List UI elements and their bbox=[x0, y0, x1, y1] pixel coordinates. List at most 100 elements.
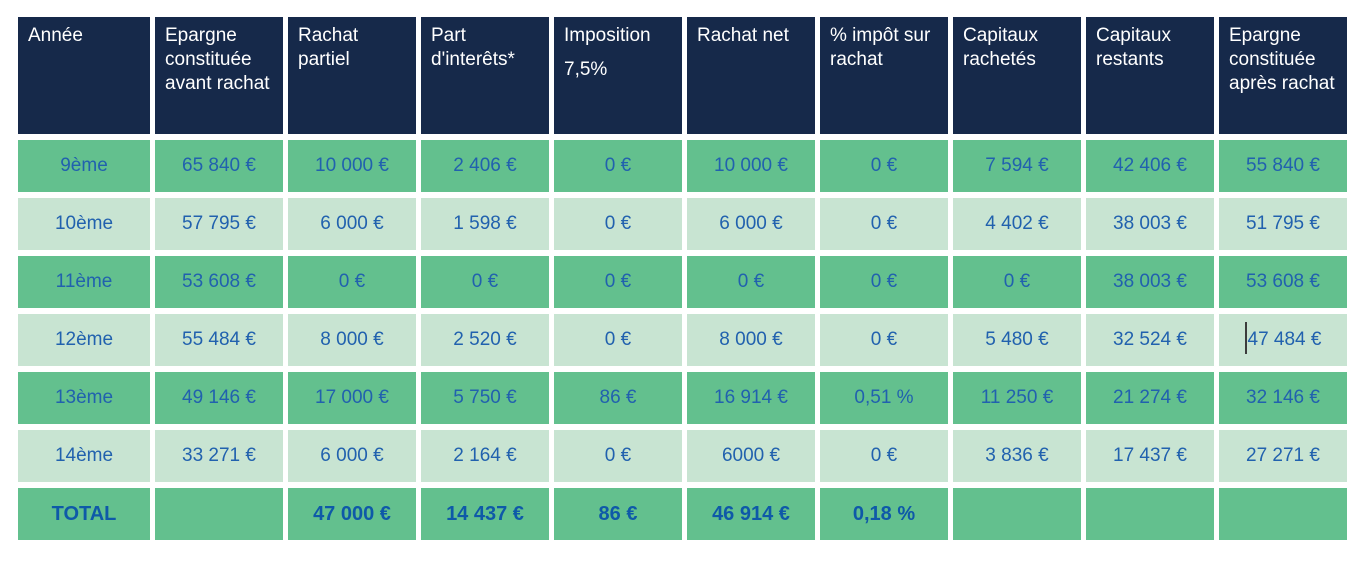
column-header-label: Année bbox=[28, 25, 83, 46]
table-body: 9ème 65 840 €10 000 €2 406 €0 €10 000 €0 … bbox=[18, 140, 1347, 482]
column-header-9: Epargne constituée après rachat bbox=[1219, 17, 1347, 134]
year-cell: 10ème bbox=[18, 198, 150, 250]
year-cell: 12ème bbox=[18, 314, 150, 366]
column-header-label: % impôt sur rachat bbox=[830, 25, 931, 71]
year-cell: 13ème bbox=[18, 372, 150, 424]
table-row-14ème: 14ème 33 271 €6 000 €2 164 €0 €6000 €0 €3… bbox=[18, 430, 1347, 482]
value-cell: 86 € bbox=[554, 372, 682, 424]
value-cell: 5 750 € bbox=[421, 372, 549, 424]
value-cell: 11 250 € bbox=[953, 372, 1081, 424]
value-cell: 8 000 € bbox=[687, 314, 815, 366]
rachat-simulation-table: Année Epargne constituée avant rachat Rach… bbox=[13, 11, 1352, 546]
column-header-label: Capitaux rachetés bbox=[963, 25, 1038, 71]
value-cell: 0 € bbox=[820, 198, 948, 250]
value-cell: 0 € bbox=[554, 256, 682, 308]
value-cell: 8 000 € bbox=[288, 314, 416, 366]
value-cell: 0 € bbox=[820, 314, 948, 366]
value-cell: 0 € bbox=[554, 198, 682, 250]
year-cell: 14ème bbox=[18, 430, 150, 482]
column-header-sublabel: 7,5% bbox=[564, 59, 608, 81]
column-header-label: Epargne constituée avant rachat bbox=[165, 25, 270, 95]
table-row-13ème: 13ème 49 146 €17 000 €5 750 €86 €16 914 €… bbox=[18, 372, 1347, 424]
value-cell: 0 € bbox=[421, 256, 549, 308]
value-cell: 1 598 € bbox=[421, 198, 549, 250]
column-header-label: Part d'interêts* bbox=[431, 25, 515, 71]
value-cell: 3 836 € bbox=[953, 430, 1081, 482]
column-header-0: Année bbox=[18, 17, 150, 134]
table-row-9ème: 9ème 65 840 €10 000 €2 406 €0 €10 000 €0 … bbox=[18, 140, 1347, 192]
value-cell: 27 271 € bbox=[1219, 430, 1347, 482]
value-cell: 55 484 € bbox=[155, 314, 283, 366]
total-row: TOTAL 47 000 €14 437 €86 €46 914 €0,18 % bbox=[18, 488, 1347, 540]
value-cell: 0 € bbox=[554, 430, 682, 482]
table-row-12ème: 12ème 55 484 €8 000 €2 520 €0 €8 000 €0 €… bbox=[18, 314, 1347, 366]
total-value-cell bbox=[1219, 488, 1347, 540]
table-footer: TOTAL 47 000 €14 437 €86 €46 914 €0,18 % bbox=[18, 488, 1347, 540]
column-header-3: Part d'interêts* bbox=[421, 17, 549, 134]
column-header-2: Rachat partiel bbox=[288, 17, 416, 134]
year-cell: 9ème bbox=[18, 140, 150, 192]
table-header: Année Epargne constituée avant rachat Rach… bbox=[18, 17, 1347, 134]
value-cell: 2 164 € bbox=[421, 430, 549, 482]
total-value-cell bbox=[953, 488, 1081, 540]
value-cell: 17 437 € bbox=[1086, 430, 1214, 482]
value-cell: 55 840 € bbox=[1219, 140, 1347, 192]
column-header-5: Rachat net bbox=[687, 17, 815, 134]
value-cell: 6 000 € bbox=[687, 198, 815, 250]
value-cell: 0 € bbox=[820, 256, 948, 308]
text-cursor-caret bbox=[1244, 322, 1247, 354]
column-header-4: Imposition 7,5% bbox=[554, 17, 682, 134]
value-cell: 2 406 € bbox=[421, 140, 549, 192]
value-cell: 57 795 € bbox=[155, 198, 283, 250]
value-cell: 47 484 € bbox=[1219, 314, 1347, 366]
total-value-cell: 47 000 € bbox=[288, 488, 416, 540]
column-header-label: Capitaux restants bbox=[1096, 25, 1171, 71]
value-cell: 0 € bbox=[687, 256, 815, 308]
value-cell: 21 274 € bbox=[1086, 372, 1214, 424]
value-cell: 16 914 € bbox=[687, 372, 815, 424]
total-value-cell: 14 437 € bbox=[421, 488, 549, 540]
value-cell: 33 271 € bbox=[155, 430, 283, 482]
value-cell: 32 146 € bbox=[1219, 372, 1347, 424]
value-cell: 42 406 € bbox=[1086, 140, 1214, 192]
total-value-cell: 86 € bbox=[554, 488, 682, 540]
value-cell: 2 520 € bbox=[421, 314, 549, 366]
header-row: Année Epargne constituée avant rachat Rach… bbox=[18, 17, 1347, 134]
total-value-cell bbox=[155, 488, 283, 540]
value-cell: 4 402 € bbox=[953, 198, 1081, 250]
year-cell: 11ème bbox=[18, 256, 150, 308]
value-text: 47 484 € bbox=[1247, 329, 1322, 351]
value-cell: 53 608 € bbox=[155, 256, 283, 308]
value-cell: 0 € bbox=[288, 256, 416, 308]
column-header-1: Epargne constituée avant rachat bbox=[155, 17, 283, 134]
value-cell: 6 000 € bbox=[288, 430, 416, 482]
column-header-7: Capitaux rachetés bbox=[953, 17, 1081, 134]
total-label-cell: TOTAL bbox=[18, 488, 150, 540]
column-header-label: Rachat partiel bbox=[298, 25, 359, 71]
column-header-label: Imposition bbox=[564, 25, 651, 46]
total-value-cell: 46 914 € bbox=[687, 488, 815, 540]
value-cell: 53 608 € bbox=[1219, 256, 1347, 308]
value-cell: 0 € bbox=[554, 140, 682, 192]
value-cell: 51 795 € bbox=[1219, 198, 1347, 250]
value-cell: 7 594 € bbox=[953, 140, 1081, 192]
total-value-cell bbox=[1086, 488, 1214, 540]
value-cell: 49 146 € bbox=[155, 372, 283, 424]
value-cell: 5 480 € bbox=[953, 314, 1081, 366]
value-cell: 38 003 € bbox=[1086, 198, 1214, 250]
value-cell: 17 000 € bbox=[288, 372, 416, 424]
value-cell: 6 000 € bbox=[288, 198, 416, 250]
value-cell: 0,51 % bbox=[820, 372, 948, 424]
value-cell: 10 000 € bbox=[288, 140, 416, 192]
value-cell: 32 524 € bbox=[1086, 314, 1214, 366]
total-value-cell: 0,18 % bbox=[820, 488, 948, 540]
column-header-label: Rachat net bbox=[697, 25, 789, 46]
column-header-6: % impôt sur rachat bbox=[820, 17, 948, 134]
table-row-10ème: 10ème 57 795 €6 000 €1 598 €0 €6 000 €0 €… bbox=[18, 198, 1347, 250]
value-cell: 0 € bbox=[820, 140, 948, 192]
value-cell: 6000 € bbox=[687, 430, 815, 482]
table-row-11ème: 11ème 53 608 €0 €0 €0 €0 €0 €0 €38 003 €5… bbox=[18, 256, 1347, 308]
value-cell: 0 € bbox=[820, 430, 948, 482]
value-cell: 0 € bbox=[953, 256, 1081, 308]
